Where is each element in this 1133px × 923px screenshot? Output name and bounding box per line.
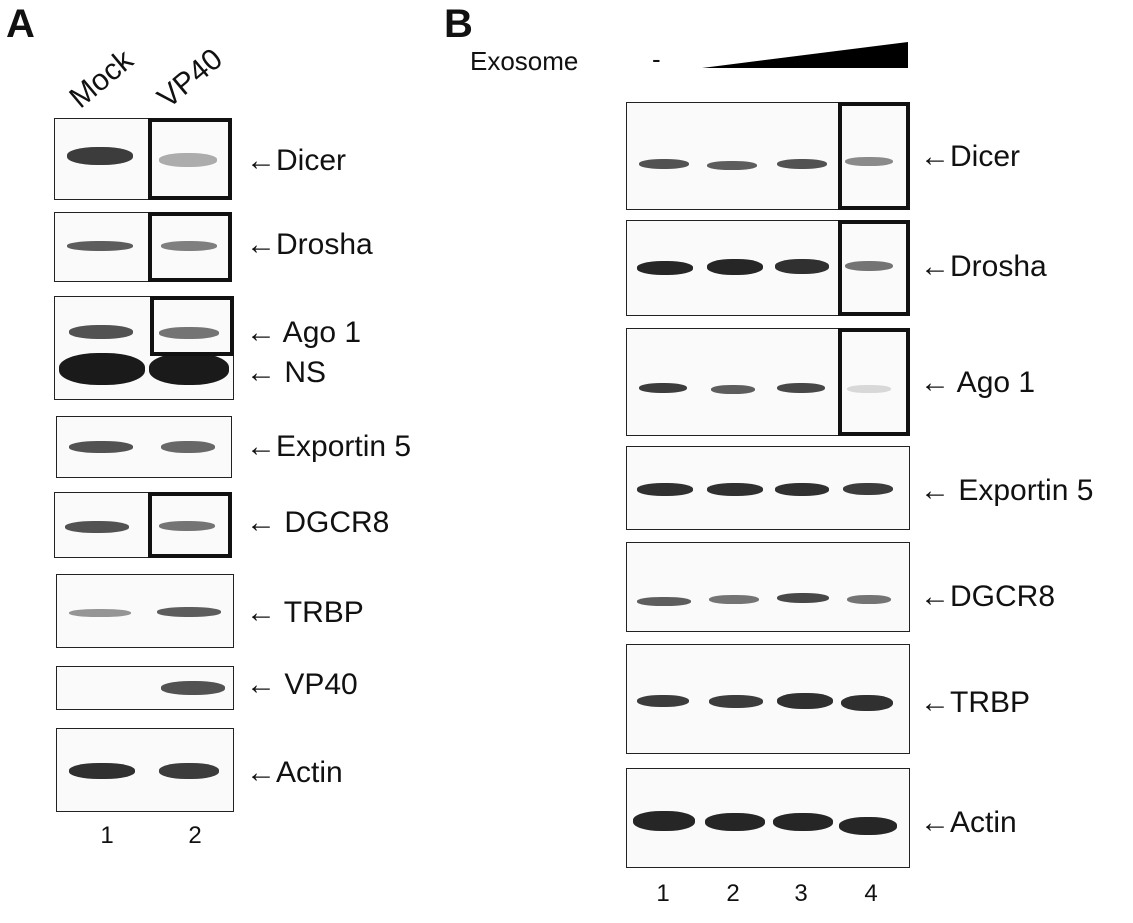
band — [161, 681, 225, 695]
blot-a-ago1-ns — [54, 296, 234, 400]
blot-b-ago1 — [626, 328, 910, 436]
band — [157, 607, 221, 617]
blot-label-drosha: ←Drosha — [246, 228, 373, 261]
lane-number-b3: 3 — [794, 880, 808, 907]
blot-label-exportin5: ←Exportin 5 — [246, 430, 412, 463]
band — [67, 147, 133, 165]
panel-b-letter: B — [444, 2, 473, 46]
band — [709, 695, 763, 708]
blot-label-trbp: ← TRBP — [246, 596, 364, 629]
band — [775, 259, 829, 274]
lane-number-1: 1 — [100, 822, 114, 849]
blot-label-ago1: ← Ago 1 — [246, 316, 362, 349]
blot-label-b-actin: ←Actin — [920, 806, 1017, 839]
blot-b-actin — [626, 768, 910, 868]
band — [161, 241, 217, 251]
blot-label-ns: ← NS — [246, 356, 327, 389]
band — [777, 693, 833, 709]
band — [707, 259, 763, 275]
highlight-frame — [150, 296, 234, 356]
blot-b-dgcr8 — [626, 542, 910, 632]
blot-label-dicer: ←Dicer — [246, 144, 347, 177]
band — [705, 813, 765, 831]
band — [159, 327, 219, 339]
blot-b-drosha — [626, 220, 910, 316]
lane-number-b4: 4 — [864, 880, 878, 907]
band — [149, 353, 229, 385]
lane-header-mock: Mock — [63, 43, 140, 115]
blot-b-dicer — [626, 102, 910, 210]
blot-a-actin — [56, 728, 234, 812]
band — [59, 353, 145, 385]
exosome-label: Exosome — [470, 46, 579, 76]
highlight-frame — [838, 328, 910, 436]
band — [639, 383, 687, 393]
blot-label-b-dgcr8: ←DGCR8 — [920, 580, 1056, 613]
highlight-frame — [148, 492, 232, 558]
highlight-frame — [148, 118, 232, 200]
band — [637, 695, 689, 707]
band — [773, 813, 833, 831]
band — [639, 159, 689, 169]
band — [69, 441, 133, 453]
highlight-frame — [838, 220, 910, 316]
blot-a-vp40 — [56, 666, 234, 710]
band — [69, 763, 135, 779]
band — [637, 597, 691, 606]
highlight-frame — [838, 102, 910, 210]
blot-label-actin: ←Actin — [246, 756, 343, 789]
blot-a-dgcr8 — [54, 492, 232, 558]
blot-b-exportin5 — [626, 446, 910, 530]
lane-number-b2: 2 — [726, 880, 740, 907]
band — [159, 763, 219, 779]
band — [67, 241, 133, 251]
blot-label-b-ago1: ← Ago 1 — [920, 366, 1036, 399]
band — [847, 385, 891, 393]
band — [839, 817, 897, 835]
blot-a-trbp — [56, 574, 234, 648]
blot-label-b-dicer: ←Dicer — [920, 140, 1021, 173]
band — [637, 483, 693, 496]
band — [845, 157, 893, 166]
lane-number-b1: 1 — [656, 880, 670, 907]
band — [707, 483, 763, 496]
blot-a-exportin5 — [56, 416, 232, 478]
band — [841, 695, 893, 711]
band — [707, 161, 757, 170]
blot-label-b-drosha: ←Drosha — [920, 250, 1047, 283]
band — [777, 159, 827, 169]
blot-label-b-exportin5: ← Exportin 5 — [920, 474, 1094, 507]
band — [777, 383, 825, 393]
band — [637, 261, 693, 275]
band — [65, 521, 129, 533]
band — [633, 811, 695, 831]
lane-number-2: 2 — [188, 822, 202, 849]
panel-a-letter: A — [6, 2, 35, 46]
band — [159, 521, 215, 531]
band — [69, 609, 131, 617]
blot-b-trbp — [626, 644, 910, 754]
blot-label-dgcr8: ← DGCR8 — [246, 506, 390, 539]
highlight-frame — [148, 212, 232, 282]
band — [69, 325, 133, 339]
band — [711, 385, 755, 394]
band — [777, 593, 829, 603]
blot-label-vp40: ← VP40 — [246, 668, 358, 701]
exosome-gradient-wedge — [702, 42, 908, 68]
blot-a-dicer — [54, 118, 232, 200]
band — [159, 153, 217, 167]
band — [845, 261, 893, 271]
band — [843, 483, 893, 495]
band — [709, 595, 759, 604]
band — [775, 483, 829, 496]
blot-label-b-trbp: ←TRBP — [920, 686, 1031, 719]
lane-header-vp40: VP40 — [151, 42, 229, 115]
band — [847, 595, 891, 604]
band — [161, 441, 215, 453]
exosome-none-mark: - — [652, 44, 661, 74]
